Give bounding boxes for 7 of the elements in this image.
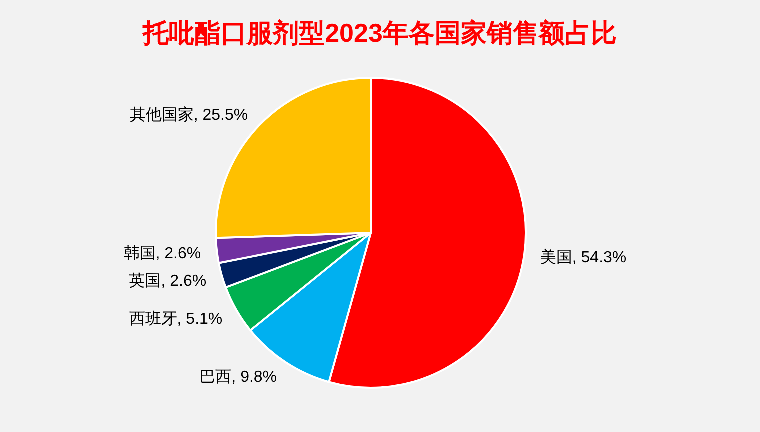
slice-label: 西班牙, 5.1%: [129, 310, 223, 328]
slice-label: 美国, 54.3%: [540, 248, 627, 266]
slice-label: 英国, 2.6%: [129, 272, 207, 290]
chart-title: 托吡酯口服剂型2023年各国家销售额占比: [142, 18, 617, 48]
slice-label: 其他国家, 25.5%: [130, 106, 248, 124]
slice-label: 巴西, 9.8%: [200, 368, 278, 386]
slice-label: 韩国, 2.6%: [124, 244, 202, 263]
